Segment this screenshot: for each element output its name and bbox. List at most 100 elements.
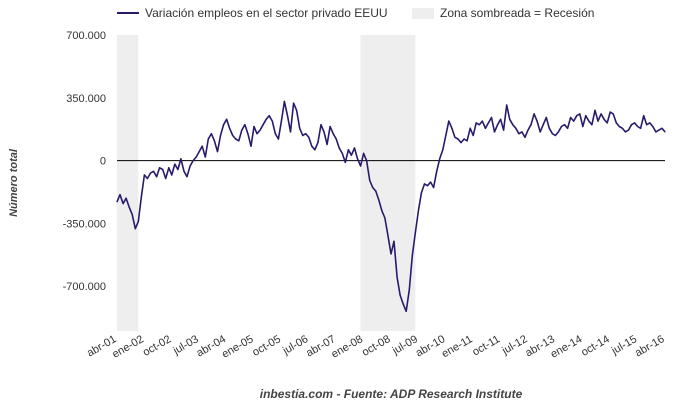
data-point [381, 210, 383, 212]
legend-series-label: Variación empleos en el sector privado E… [145, 6, 388, 20]
data-point [159, 167, 161, 169]
data-point [143, 174, 145, 176]
data-point [204, 156, 206, 158]
x-tick-label: oct-05 [250, 333, 282, 359]
y-tick-label: -700.000 [63, 281, 106, 293]
data-point [232, 134, 234, 137]
data-point [536, 120, 538, 122]
x-tick-label: oct-14 [579, 333, 611, 359]
data-point [582, 125, 584, 128]
data-point [128, 206, 130, 208]
x-tick-label: ene-11 [440, 333, 475, 360]
data-point [186, 176, 188, 178]
data-point [268, 115, 270, 117]
data-point [445, 134, 447, 137]
data-point [140, 195, 142, 198]
data-point [518, 133, 520, 135]
data-point [229, 127, 231, 129]
data-point [274, 133, 276, 135]
data-point [548, 127, 550, 129]
data-point [296, 109, 298, 111]
data-point [152, 170, 155, 172]
data-point [466, 140, 468, 142]
data-point [426, 185, 429, 187]
data-point [177, 168, 179, 171]
x-tick-label: ene-14 [549, 333, 585, 361]
data-point [545, 116, 547, 119]
data-point [478, 124, 480, 126]
data-point [658, 129, 660, 131]
y-axis: 700.000 350.000 0 -350.000 -700.000 [63, 30, 106, 293]
data-point [262, 124, 264, 126]
recession-shading [117, 35, 416, 331]
data-point [372, 186, 374, 189]
data-point [463, 138, 465, 140]
data-point [359, 165, 362, 167]
x-tick-label: oct-11 [470, 333, 502, 358]
y-tick-label: -350.000 [63, 218, 106, 230]
data-point [442, 149, 444, 151]
data-point [566, 127, 569, 129]
data-point [396, 276, 398, 278]
data-point [624, 131, 627, 133]
data-point [363, 152, 365, 154]
data-point [524, 136, 526, 138]
data-point [414, 231, 416, 233]
data-point [146, 177, 149, 180]
data-point [259, 129, 261, 131]
data-point [579, 113, 581, 115]
data-point [283, 100, 286, 102]
data-point [503, 129, 505, 131]
data-point [134, 228, 136, 230]
data-point [189, 165, 191, 167]
data-point [448, 120, 450, 122]
data-point [119, 194, 121, 196]
data-point [308, 136, 310, 138]
data-point [341, 152, 343, 154]
data-point [542, 124, 544, 126]
data-point [633, 122, 636, 124]
data-point [366, 159, 368, 162]
data-point [210, 133, 212, 135]
data-point [137, 220, 139, 223]
data-point [244, 124, 246, 126]
series-points [116, 100, 666, 312]
data-point [612, 113, 614, 115]
data-point [253, 125, 255, 128]
data-point [475, 122, 477, 124]
data-point [238, 140, 240, 142]
data-point [317, 142, 319, 144]
legend-recession-swatch [412, 8, 434, 19]
data-point [433, 186, 435, 189]
data-point [627, 129, 630, 131]
x-tick-label: jul-06 [280, 333, 310, 357]
data-point [487, 122, 490, 124]
data-point [576, 115, 578, 117]
x-tick-label: oct-02 [141, 333, 173, 359]
data-point [661, 127, 663, 129]
data-point [356, 158, 359, 160]
data-point [180, 158, 182, 160]
data-point [643, 115, 645, 117]
recession-band-0 [117, 35, 139, 331]
data-point [585, 115, 587, 117]
data-point [122, 203, 124, 205]
data-point [353, 147, 356, 149]
y-tick-label: 700.000 [66, 30, 106, 42]
data-point [299, 127, 301, 129]
x-tick-label: oct-08 [360, 333, 392, 359]
recession-band-1 [360, 35, 416, 331]
data-point [162, 168, 164, 171]
data-point [439, 158, 441, 160]
data-point [271, 120, 273, 122]
data-point [305, 133, 307, 135]
data-point [649, 122, 651, 124]
data-point [481, 120, 483, 122]
data-point [174, 163, 176, 165]
data-point [646, 124, 648, 126]
data-point [597, 120, 599, 122]
data-point [594, 109, 596, 111]
data-point [311, 145, 313, 147]
data-point [533, 113, 535, 115]
